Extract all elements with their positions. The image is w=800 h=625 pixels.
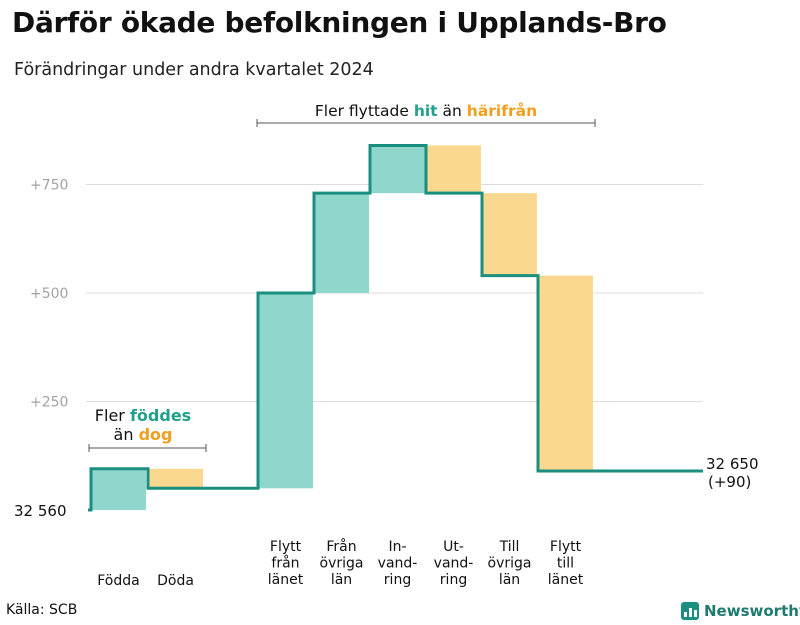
chart-title: Därför ökade befolkningen i Upplands-Bro: [12, 6, 667, 39]
x-category-label: vand-: [434, 556, 474, 572]
x-category-label: från: [271, 555, 299, 572]
y-tick-label: +750: [30, 178, 68, 194]
left-annotation-prefix: Fler: [95, 406, 125, 425]
y-tick-label: +500: [30, 286, 68, 302]
x-category-label: ring: [384, 572, 411, 588]
source-note: Källa: SCB: [6, 602, 78, 618]
bar: [370, 145, 425, 194]
bar: [258, 293, 313, 489]
start-value-label: 32 560: [14, 502, 67, 520]
x-category-label: ring: [440, 572, 467, 588]
bar: [538, 275, 593, 471]
x-category-label: Från: [326, 538, 356, 555]
x-category-label: län: [331, 572, 352, 588]
x-category-label: Flytt: [270, 539, 302, 555]
x-category-label: Födda: [97, 573, 139, 589]
x-category-label: vand-: [378, 556, 418, 572]
x-category-label: In-: [388, 539, 406, 555]
bar: [148, 468, 203, 489]
bars: [91, 145, 593, 510]
bar: [426, 145, 481, 194]
brand-logo: Newsworthy: [681, 602, 800, 620]
x-category-label: Till: [499, 539, 520, 555]
x-category-label: län: [499, 572, 520, 588]
top-annotation-hit: hit: [414, 102, 438, 120]
end-change-label: (+90): [708, 473, 751, 491]
top-annotation: Fler flyttade hit än härifrån: [315, 101, 537, 120]
bar: [91, 468, 146, 510]
x-category-label: till: [557, 556, 574, 572]
top-annotation-harifran: härifrån: [467, 101, 537, 120]
brand-name: Newsworthy: [704, 602, 800, 620]
x-category-label: länet: [548, 572, 584, 588]
top-annotation-prefix: Fler flyttade: [315, 102, 409, 120]
end-value-label: 32 650: [706, 455, 759, 473]
step-line: [88, 143, 703, 512]
bar: [482, 193, 537, 276]
bar: [314, 193, 369, 293]
step-line-path: [88, 143, 703, 512]
bar-chart-icon: [681, 602, 699, 620]
x-category-label: övriga: [320, 556, 364, 572]
chart-subtitle: Förändringar under andra kvartalet 2024: [14, 60, 374, 80]
left-annotation-line2: än dog: [114, 425, 173, 444]
x-category-label: Ut-: [443, 539, 464, 555]
x-category-label: Döda: [157, 573, 194, 589]
left-annotation-fodda: föddes: [130, 406, 191, 425]
left-annotation-dog: dog: [139, 425, 173, 444]
x-category-label: länet: [268, 572, 304, 588]
left-annotation-line1: Fler föddes: [95, 406, 191, 425]
x-category-label: Flytt: [550, 539, 582, 555]
x-category-label: övriga: [488, 556, 532, 572]
y-tick-label: +250: [30, 395, 68, 411]
left-annotation-mid: än: [114, 425, 134, 444]
grid-lines: [86, 184, 703, 402]
top-annotation-mid: än: [443, 102, 462, 120]
